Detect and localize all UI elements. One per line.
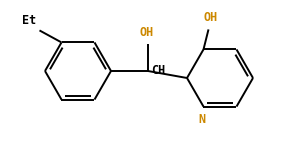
Text: CH: CH xyxy=(151,63,165,76)
Text: N: N xyxy=(198,113,205,126)
Text: OH: OH xyxy=(140,26,154,39)
Text: OH: OH xyxy=(203,11,218,24)
Text: Et: Et xyxy=(22,14,36,27)
